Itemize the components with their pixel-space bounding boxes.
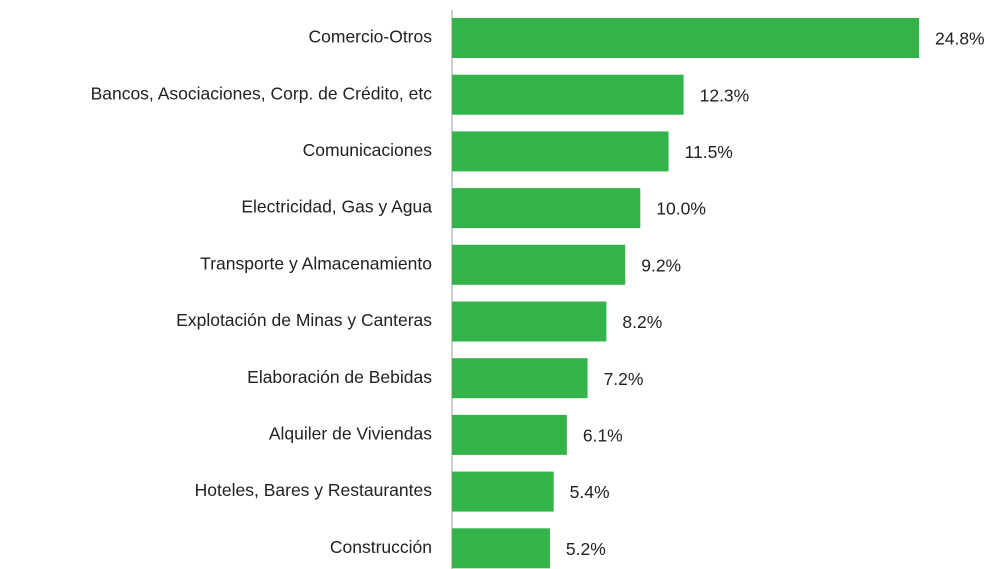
category-label: Explotación de Minas y Canteras [176, 310, 432, 330]
bar [452, 74, 684, 115]
bar [452, 358, 588, 399]
bar [452, 244, 626, 285]
value-label: 24.8% [935, 29, 985, 49]
category-label: Comercio-Otros [309, 27, 433, 47]
bar [452, 471, 554, 512]
value-label: 12.3% [700, 85, 750, 105]
value-label: 5.2% [566, 539, 606, 559]
bar [452, 18, 919, 58]
category-label: Construcción [330, 537, 432, 557]
value-label: 6.1% [583, 426, 623, 446]
bar [452, 414, 567, 455]
bar [452, 188, 641, 229]
value-label: 8.2% [622, 312, 662, 332]
category-label: Hoteles, Bares y Restaurantes [195, 480, 433, 500]
bar [452, 301, 607, 342]
value-label: 10.0% [656, 199, 706, 219]
bar [452, 131, 669, 172]
bar [452, 528, 550, 569]
category-label: Alquiler de Viviendas [269, 424, 432, 444]
value-label: 9.2% [641, 255, 681, 275]
category-label: Comunicaciones [303, 140, 433, 160]
value-label: 5.4% [570, 482, 610, 502]
category-label: Bancos, Asociaciones, Corp. de Crédito, … [91, 83, 433, 103]
category-label: Elaboración de Bebidas [247, 367, 432, 387]
value-label: 11.5% [685, 142, 733, 162]
category-label: Transporte y Almacenamiento [200, 253, 432, 273]
value-label: 7.2% [604, 369, 644, 389]
category-label: Electricidad, Gas y Agua [241, 197, 432, 217]
